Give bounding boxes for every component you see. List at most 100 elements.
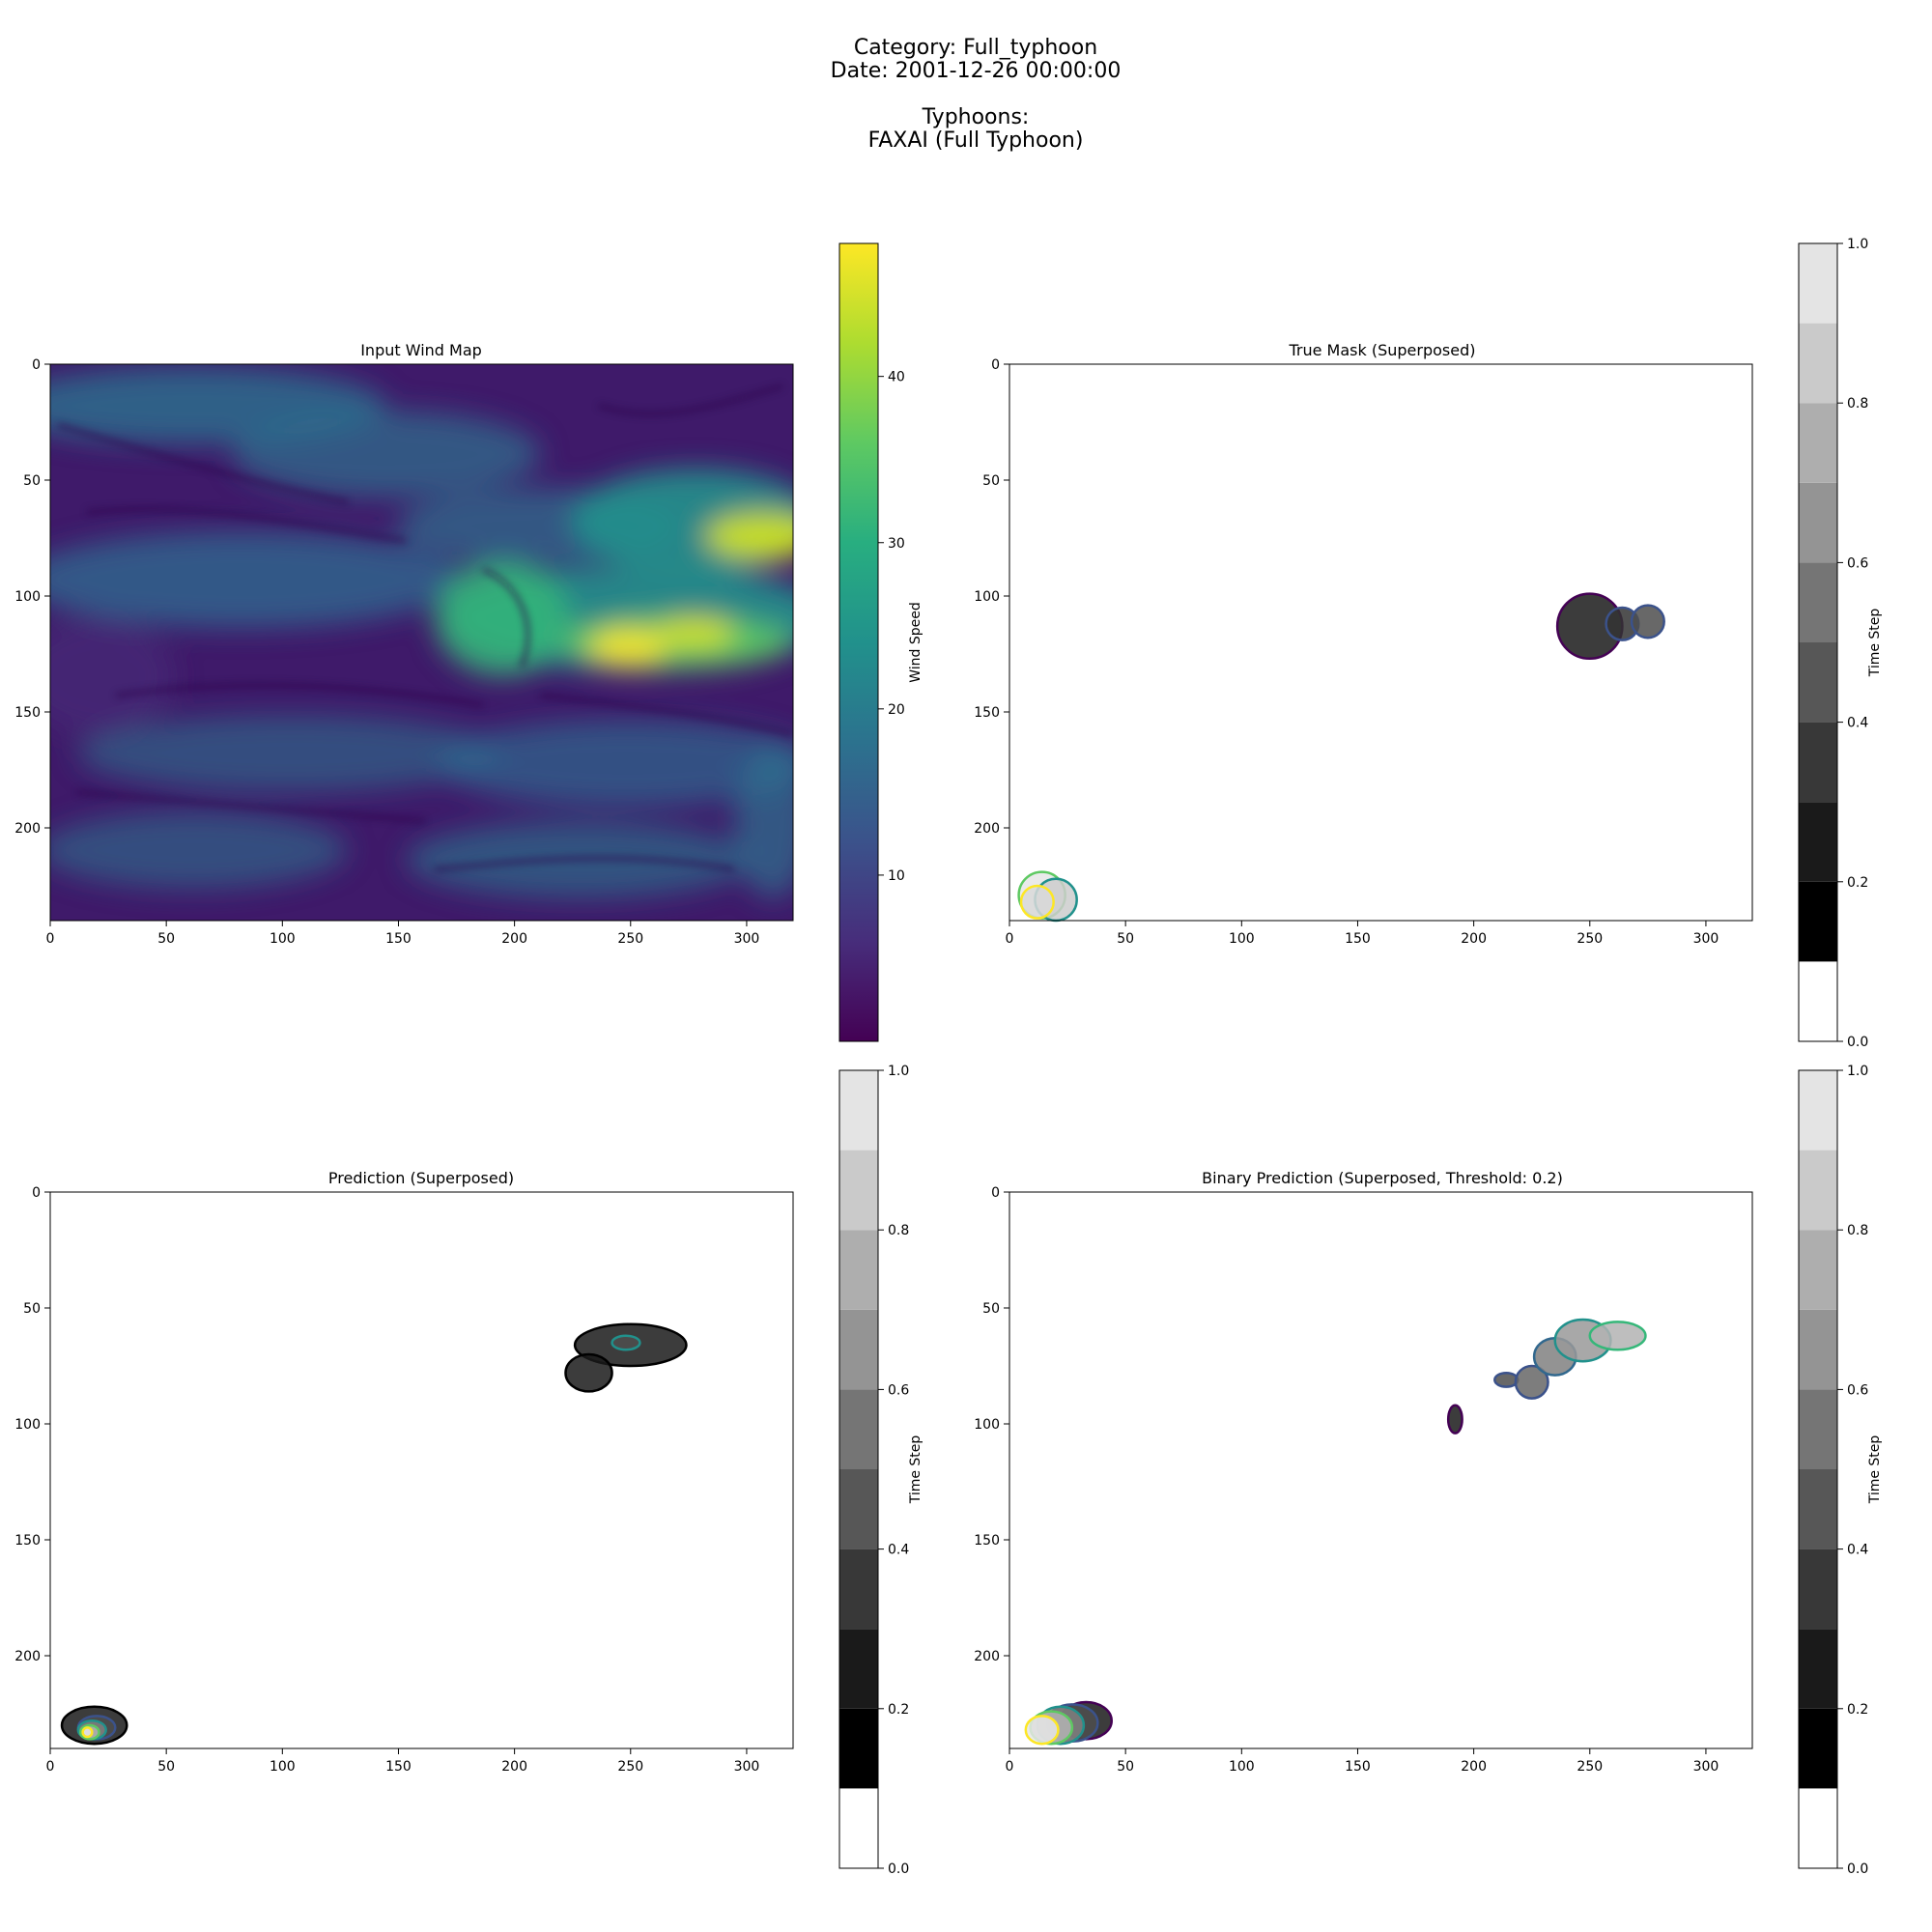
colorbar-step	[839, 1788, 878, 1868]
colorbar-frame	[1798, 1069, 1838, 1869]
prediction-panel: 0 50 100 150 200 250 300 0 50 100 150 200	[14, 1185, 794, 1775]
colorbar-step	[1799, 323, 1837, 404]
colorbar-tick-label: 0.2	[888, 1702, 909, 1718]
y-tick-label: 50	[23, 1301, 41, 1317]
x-tick-label: 300	[734, 931, 760, 947]
suptitle-typhoons-heading: Typhoons:	[922, 105, 1030, 129]
y-tick-label: 100	[974, 1417, 1000, 1433]
x-tick-label: 300	[1693, 1759, 1719, 1775]
mask-region	[1514, 1364, 1549, 1400]
suptitle-typhoon-list: FAXAI (Full Typhoon)	[868, 128, 1084, 153]
prediction-colorbar-steps	[838, 1069, 879, 1869]
x-tick-label: 0	[1006, 1759, 1014, 1775]
x-tick-label: 300	[734, 1759, 760, 1775]
colorbar-step	[1799, 562, 1837, 642]
colorbar-step	[1799, 1150, 1837, 1231]
mask-region	[611, 1334, 641, 1351]
binary-prediction-axes: 0 50 100 150 200 250 300 0 50 100 150 200	[974, 1185, 1719, 1775]
prediction-colorbar: 0.0 0.2 0.4 0.6 0.8 1.0 Time Step	[838, 1064, 923, 1877]
x-tick-label: 200	[501, 931, 527, 947]
colorbar-step	[1799, 722, 1837, 803]
panel-title-wind-map: Input Wind Map	[360, 341, 482, 359]
y-tick-label: 150	[974, 1533, 1000, 1548]
y-tick-label: 150	[974, 705, 1000, 721]
colorbar-tick-label: 0.8	[1847, 396, 1868, 412]
x-tick-label: 200	[1461, 931, 1487, 947]
colorbar-tick-label: 0.6	[1847, 555, 1868, 571]
true-mask-axes: 0 50 100 150 200 250 300 0 50 100 150 200	[974, 357, 1719, 947]
true-mask-colorbar-steps	[1798, 242, 1838, 1042]
x-tick-label: 250	[617, 931, 643, 947]
x-tick-label: 250	[1577, 931, 1603, 947]
mask-region	[564, 1352, 613, 1393]
colorbar-step	[1799, 881, 1837, 962]
wind-map-axes: 0 50 100 150 200 250 300 0 50 100 150 200	[14, 357, 759, 947]
x-tick-label: 150	[1345, 1759, 1371, 1775]
colorbar-tick-label: 1.0	[888, 1064, 909, 1079]
colorbar-tick-label: 0.0	[1847, 1035, 1868, 1050]
colorbar-tick-label: 20	[888, 702, 905, 718]
x-tick-label: 50	[157, 1759, 175, 1775]
wind-speed-colorbar-ticks: 10 20 30 40	[878, 370, 905, 884]
true-mask-colorbar-ticks: 0.0 0.2 0.4 0.6 0.8 1.0	[1837, 237, 1868, 1050]
x-tick-label: 100	[270, 931, 296, 947]
y-tick-label: 100	[974, 589, 1000, 605]
prediction-regions	[60, 1322, 688, 1746]
wind-speed-colorbar-label: Wind Speed	[908, 602, 923, 683]
prediction-colorbar-ticks: 0.0 0.2 0.4 0.6 0.8 1.0	[878, 1064, 909, 1877]
x-tick-label: 100	[1229, 1759, 1255, 1775]
colorbar-step	[1799, 403, 1837, 483]
colorbar-tick-label: 0.0	[888, 1861, 909, 1877]
true-mask-panel: 0 50 100 150 200 250 300 0 50 100 150 200	[974, 357, 1753, 947]
binary-prediction-colorbar: 0.0 0.2 0.4 0.6 0.8 1.0 Time Step	[1798, 1064, 1883, 1877]
colorbar-tick-label: 40	[888, 370, 905, 385]
panel-title-true-mask: True Mask (Superposed)	[1288, 341, 1475, 359]
x-tick-label: 150	[385, 1759, 412, 1775]
binary-prediction-background	[1009, 1192, 1752, 1748]
colorbar-tick-label: 0.0	[1847, 1861, 1868, 1877]
x-tick-label: 200	[1461, 1759, 1487, 1775]
colorbar-step	[839, 1548, 878, 1630]
colorbar-tick-label: 0.6	[888, 1382, 909, 1398]
panel-title-prediction: Prediction (Superposed)	[328, 1169, 514, 1187]
colorbar-step	[1799, 1629, 1837, 1709]
colorbar-step	[1799, 1548, 1837, 1630]
wind-speed-colorbar-gradient	[838, 242, 879, 1042]
y-tick-label: 200	[14, 821, 41, 837]
prediction-axes: 0 50 100 150 200 250 300 0 50 100 150 200	[14, 1185, 759, 1775]
binary-prediction-regions	[1024, 1318, 1647, 1746]
y-tick-label: 200	[14, 1649, 41, 1664]
colorbar-tick-label: 0.2	[1847, 1702, 1868, 1718]
wind-speed-colorbar: 10 20 30 40 Wind Speed	[838, 242, 923, 1042]
colorbar-tick-label: 0.4	[1847, 1543, 1868, 1558]
x-tick-label: 0	[1006, 931, 1014, 947]
y-tick-label: 0	[32, 357, 41, 373]
wind-map-frame	[49, 363, 794, 922]
y-tick-label: 0	[32, 1185, 41, 1201]
prediction-colorbar-label: Time Step	[908, 1435, 923, 1505]
prediction-frame	[49, 1191, 794, 1749]
colorbar-step	[839, 1389, 878, 1469]
colorbar-step	[839, 1230, 878, 1310]
colorbar-tick-label: 0.8	[1847, 1223, 1868, 1238]
binary-prediction-colorbar-ticks: 0.0 0.2 0.4 0.6 0.8 1.0	[1837, 1064, 1868, 1877]
x-tick-label: 300	[1693, 931, 1719, 947]
y-tick-label: 50	[982, 1301, 1000, 1317]
binary-prediction-colorbar-label: Time Step	[1867, 1435, 1883, 1505]
x-tick-label: 150	[1345, 931, 1371, 947]
colorbar-tick-label: 1.0	[1847, 237, 1868, 252]
colorbar-tick-label: 1.0	[1847, 1064, 1868, 1079]
y-tick-label: 100	[14, 589, 41, 605]
x-tick-label: 50	[157, 931, 175, 947]
colorbar-step	[1799, 1788, 1837, 1868]
colorbar-step	[1799, 961, 1837, 1041]
x-tick-label: 100	[1229, 931, 1255, 947]
colorbar-frame	[1798, 242, 1838, 1042]
colorbar-step	[839, 1309, 878, 1390]
colorbar-tick-label: 0.2	[1847, 875, 1868, 891]
y-tick-label: 0	[991, 357, 1000, 373]
true-mask-colorbar-label: Time Step	[1867, 609, 1883, 678]
colorbar-step	[1799, 1309, 1837, 1390]
true-mask-frame	[1009, 363, 1753, 922]
prediction-background	[50, 1192, 793, 1748]
